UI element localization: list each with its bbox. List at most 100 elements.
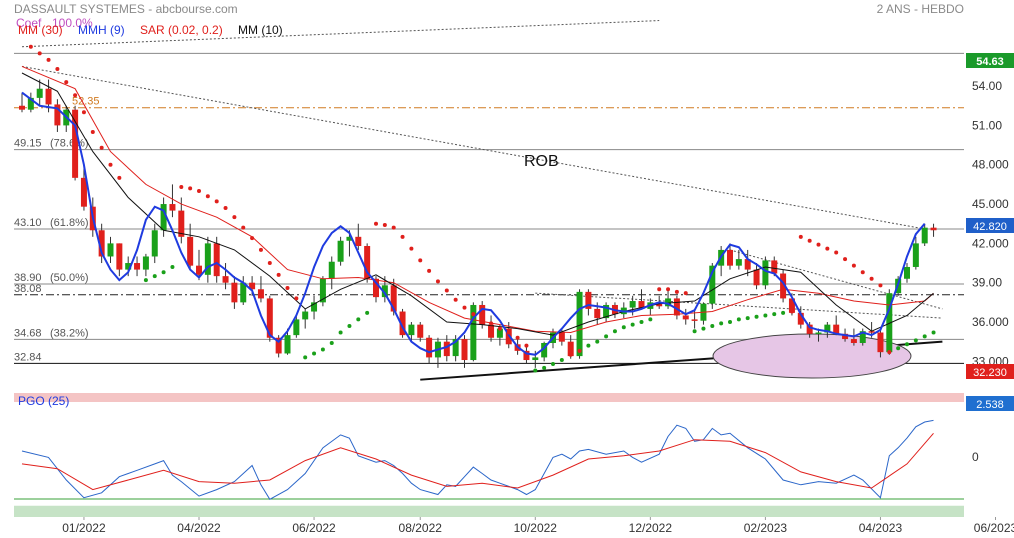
sar-dot: [639, 320, 644, 325]
candle-body: [196, 265, 202, 275]
level-label: 38.08: [14, 283, 42, 295]
sar-dot: [462, 305, 467, 310]
trend-line: [21, 65, 925, 230]
sar-dot: [427, 268, 432, 273]
sar-dot: [382, 223, 387, 228]
legend-sar: SAR (0.02, 0.2): [140, 23, 223, 37]
candle-body: [36, 88, 43, 98]
sar-dot: [444, 288, 449, 293]
sar-dot: [674, 289, 679, 294]
candle-body: [142, 256, 149, 270]
candle-body: [125, 263, 132, 270]
candle-body: [886, 293, 893, 353]
candle-body: [859, 331, 866, 343]
sar-dot: [99, 145, 104, 150]
sar-dot: [905, 342, 909, 347]
candle-body: [178, 210, 185, 237]
chart-title: DASSAULT SYSTEMES - abcbourse.com: [14, 2, 238, 16]
x-tick-label: 04/2023: [859, 521, 903, 535]
candle-body: [930, 227, 937, 231]
sar-dot: [604, 334, 609, 339]
candle-body: [187, 236, 194, 266]
sar-dot: [621, 325, 626, 330]
mm30-line: [21, 65, 934, 334]
candle-body: [904, 266, 910, 279]
y-tick-label: 54.00: [972, 79, 1002, 93]
sar-dot: [745, 316, 750, 321]
candle-body: [470, 304, 477, 361]
sar-dot: [612, 329, 617, 334]
sar-dot: [347, 323, 352, 328]
sar-dot: [577, 348, 582, 353]
sar-dot: [719, 321, 724, 326]
main-plot: 52.35 49.15 (78.6%) 43.10 (61.8%) 38.90 (50.0%…: [14, 14, 964, 391]
sar-dot: [374, 221, 378, 226]
sar-dot: [922, 334, 927, 339]
candle-body: [337, 240, 344, 262]
annotation-label: ROB: [524, 153, 559, 170]
level-pct: (78.6%): [50, 138, 89, 150]
candle-body: [443, 341, 450, 357]
candle-body: [249, 282, 256, 290]
x-tick-label: 06/2023: [974, 521, 1014, 535]
sar-dot: [303, 355, 308, 360]
sar-dot: [267, 261, 272, 266]
candle-body: [496, 328, 503, 338]
candle-body: [594, 308, 601, 319]
candle-body: [98, 230, 105, 257]
sar-dot: [772, 312, 777, 317]
candle-body: [735, 259, 742, 266]
x-tick-label: 04/2022: [177, 521, 221, 535]
candle-body: [788, 298, 795, 313]
legend-overlap-label: Coef: [16, 16, 42, 30]
sar-dot: [559, 358, 564, 363]
level-pct: (61.8%): [50, 217, 89, 229]
sar-dot: [391, 225, 396, 230]
candle-body: [408, 324, 415, 336]
header: DASSAULT SYSTEMES - abcbourse.com 2 ANS …: [14, 2, 964, 37]
sar-dot: [400, 234, 405, 239]
candle-body: [426, 337, 433, 358]
mmh9-line: [21, 91, 926, 356]
sar-dot: [480, 317, 485, 322]
candle-body: [302, 311, 309, 320]
sar-dot: [250, 236, 255, 241]
y-tick-label: 51.00: [972, 118, 1002, 132]
sar-dot: [630, 322, 635, 327]
candle-body: [806, 324, 813, 334]
sar-dot: [489, 321, 494, 326]
candle-body: [780, 273, 787, 299]
level-label: 43.10: [14, 217, 42, 229]
x-tick-label: 01/2022: [62, 521, 106, 535]
level-label: 52.35: [72, 96, 100, 108]
zone-bottom-band: [14, 381, 964, 391]
low-price-tag: 32.230: [973, 367, 1007, 379]
candle-body: [576, 291, 583, 357]
legend-mmh9: MMH (9): [78, 23, 125, 37]
x-tick-label: 02/2023: [744, 521, 788, 535]
candle-body: [364, 245, 371, 279]
candle-body: [19, 105, 25, 110]
candle-body: [665, 298, 672, 307]
sar-dot: [781, 310, 786, 315]
sar-dot: [241, 225, 246, 230]
sar-dot: [170, 264, 175, 269]
x-axis: 01/2022 04/2022 06/2022 08/2022 10/2022 12/20…: [62, 517, 1014, 535]
sar-dot: [931, 330, 936, 335]
candle-body: [72, 109, 79, 178]
current-price-tag: 42.820: [973, 221, 1007, 233]
candle-body: [204, 243, 211, 275]
low-price-tag-bg: [966, 364, 1014, 379]
candle-body: [912, 243, 919, 267]
sar-dot: [312, 351, 317, 356]
candle-body: [266, 298, 273, 338]
candle-body: [346, 236, 353, 241]
sar-dot: [28, 44, 33, 49]
sar-dot: [152, 274, 157, 279]
sar-dot: [409, 246, 414, 251]
sar-dot: [205, 194, 210, 199]
candle-body: [399, 311, 406, 336]
sar-dot: [887, 350, 892, 355]
candle-body: [461, 339, 468, 361]
pgo-bottom-zone: [14, 505, 964, 517]
